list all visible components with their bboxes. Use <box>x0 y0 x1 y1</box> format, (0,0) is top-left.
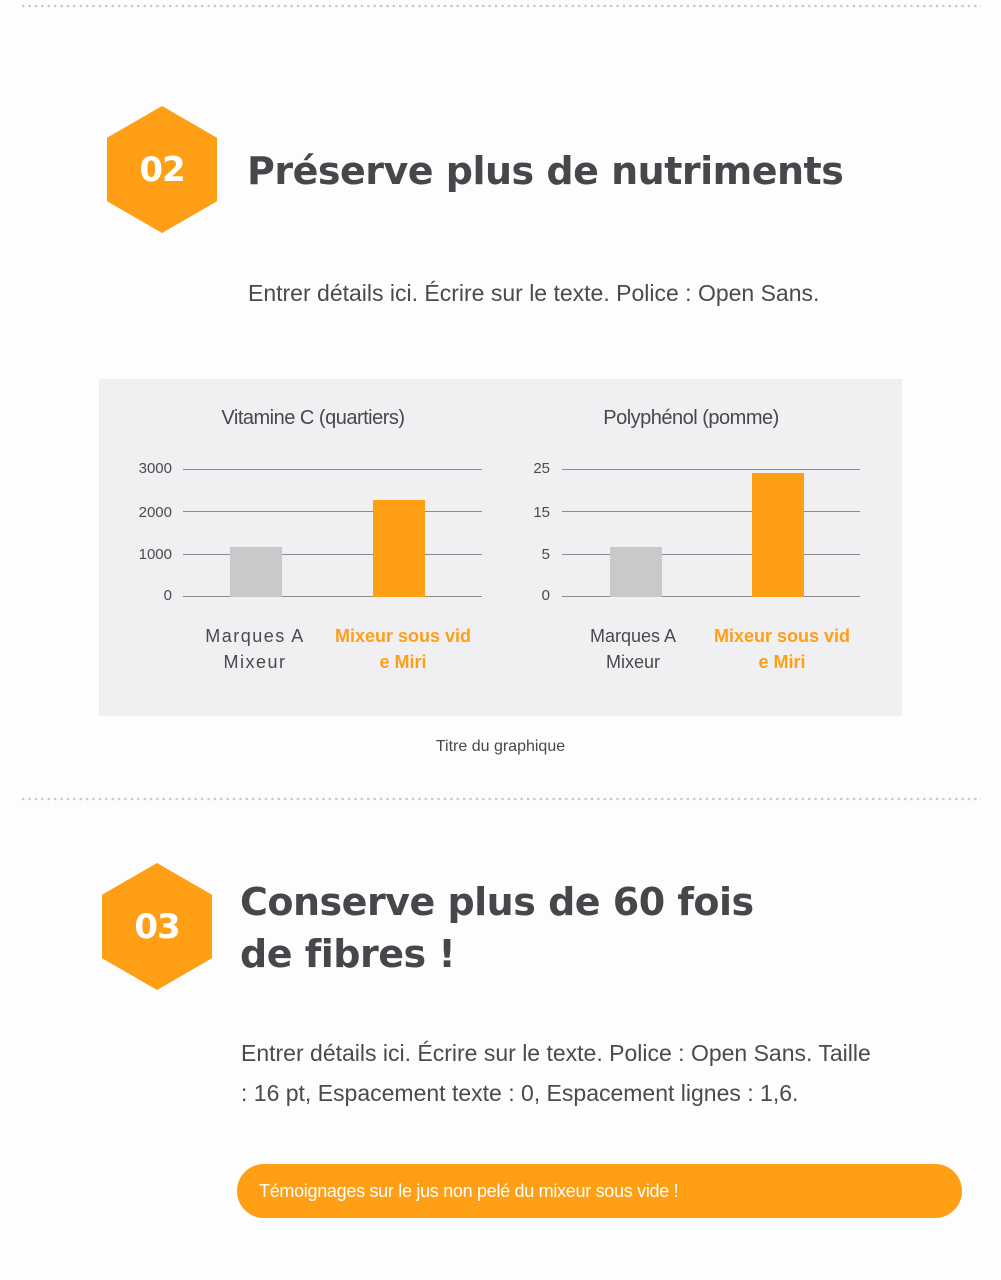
y-tick-label: 1000 <box>138 546 172 563</box>
section-number: 02 <box>139 149 185 190</box>
gridline <box>562 554 860 555</box>
gridline <box>562 596 860 597</box>
gridline <box>183 469 482 470</box>
section-body-03: Entrer détails ici. Écrire sur le texte.… <box>241 1040 871 1106</box>
gridline <box>183 554 482 555</box>
bar-mixeur-miri <box>752 473 804 597</box>
gridline <box>562 469 860 470</box>
chart-caption: Titre du graphique <box>435 738 566 755</box>
section-number-badge-03: 03 <box>102 863 212 990</box>
section-title-03: Conserve plus de 60 fois de fibres ! <box>240 880 754 976</box>
section-body-02: Entrer détails ici. Écrire sur le texte.… <box>248 280 820 306</box>
testimonials-button[interactable]: Témoignages sur le jus non pelé du mixeu… <box>237 1164 962 1218</box>
bar-marques-a <box>610 547 662 597</box>
gridline <box>562 511 860 512</box>
gridline <box>183 511 482 512</box>
x-category-label-highlight: Mixeur sous vid e Miri <box>713 626 851 672</box>
y-tick-label: 2000 <box>138 504 172 521</box>
section-number: 03 <box>134 906 180 947</box>
y-tick-label: 3000 <box>138 460 172 477</box>
gridline <box>183 596 482 597</box>
x-category-label-highlight: Mixeur sous vid e Miri <box>334 626 472 672</box>
y-tick-label: 25 <box>533 460 550 477</box>
chart-panel: Vitamine C (quartiers) 3000 2000 1000 0 … <box>99 379 902 716</box>
section-divider <box>20 797 981 801</box>
y-tick-label: 0 <box>163 587 172 604</box>
chart-polyphenol: Polyphénol (pomme) 25 15 5 0 Marques A M… <box>500 379 902 716</box>
top-divider <box>20 4 981 8</box>
section-title-02: Préserve plus de nutriments <box>247 149 844 193</box>
y-tick-label: 15 <box>533 504 550 521</box>
y-tick-label: 0 <box>541 587 550 604</box>
bar-marques-a <box>230 547 282 597</box>
y-tick-label: 5 <box>541 546 550 563</box>
chart-title: Polyphénol (pomme) <box>603 407 779 429</box>
chart-title: Vitamine C (quartiers) <box>221 407 405 429</box>
x-category-label: Marques A Mixeur <box>205 626 305 672</box>
chart-vitamin-c: Vitamine C (quartiers) 3000 2000 1000 0 … <box>99 379 499 716</box>
section-number-badge-02: 02 <box>107 106 217 233</box>
bar-mixeur-miri <box>373 500 425 597</box>
x-category-label: Marques A Mixeur <box>589 626 677 672</box>
